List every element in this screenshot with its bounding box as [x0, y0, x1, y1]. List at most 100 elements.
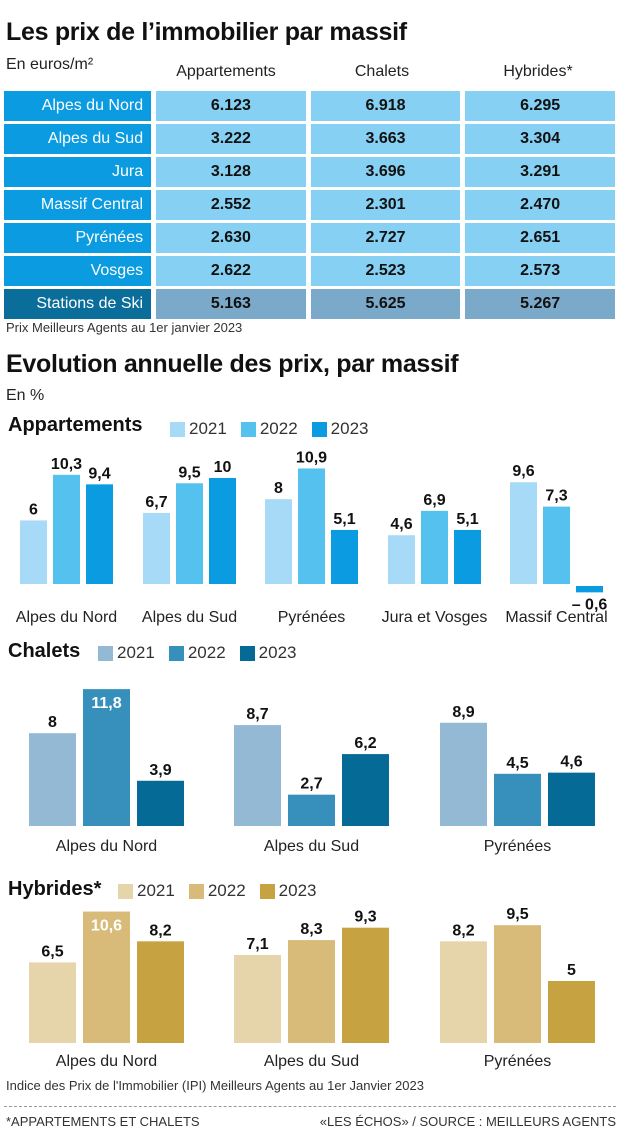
legend-swatch	[239, 645, 255, 661]
data-label: 8	[274, 480, 283, 497]
bar-2023	[342, 754, 389, 826]
legend-swatch	[311, 421, 327, 437]
legend-swatch	[240, 421, 256, 437]
category-label: Alpes du Nord	[56, 1053, 157, 1070]
price-table-note: Prix Meilleurs Agents au 1er janvier 202…	[6, 320, 242, 335]
data-label: 7,3	[545, 488, 567, 505]
table-row: Vosges 2.622 2.523 2.573	[4, 256, 615, 286]
evolution-title: Evolution annuelle des prix, par massif	[6, 350, 459, 378]
category-label: Pyrénées	[278, 609, 346, 626]
price-cell: 6.123	[156, 91, 306, 121]
price-cell: 2.523	[310, 256, 461, 286]
table-row: Alpes du Sud 3.222 3.663 3.304	[4, 124, 615, 154]
column-header-chalets: Chalets	[354, 63, 410, 80]
table-row: Pyrénées 2.630 2.727 2.651	[4, 223, 615, 253]
bar-2021	[234, 725, 281, 826]
data-label: 3,9	[149, 762, 171, 779]
unit-label: En euros/m²	[6, 56, 94, 73]
bar-2022	[83, 689, 130, 826]
row-label: Alpes du Nord	[4, 91, 152, 121]
bar-2022	[288, 794, 335, 826]
page-title: Les prix de l’immobilier par massif	[6, 18, 407, 46]
price-cell: 3.222	[156, 124, 306, 154]
bar-2021	[20, 520, 47, 584]
data-label: 8,2	[149, 922, 171, 939]
data-label: 10,3	[51, 456, 82, 473]
bar-2021	[440, 722, 487, 826]
price-cell: 3.663	[310, 124, 461, 154]
legend-item-2023: 2023	[239, 643, 296, 663]
bar-2021	[29, 962, 76, 1043]
row-label: Massif Central	[4, 190, 152, 220]
legend-item-2021: 2021	[170, 419, 227, 439]
table-row: Jura 3.128 3.696 3.291	[4, 157, 615, 187]
data-label: 6	[29, 501, 38, 518]
legend-item-2022: 2022	[188, 881, 246, 901]
data-label: 6,5	[41, 943, 63, 960]
bar-2023	[137, 941, 184, 1043]
bar-2023	[548, 981, 595, 1043]
price-cell: 2.573	[465, 256, 615, 286]
bar-2023	[454, 529, 481, 584]
legend-appartements: 2021 2022 2023	[170, 419, 382, 439]
legend-label: 2021	[117, 643, 155, 662]
legend-item-2021: 2021	[98, 643, 155, 663]
bar-2022	[543, 506, 570, 584]
column-header-appartements: Appartements	[176, 63, 276, 80]
data-label: 8,3	[300, 921, 322, 938]
price-cell: 3.128	[156, 157, 306, 187]
category-label: Alpes du Nord	[16, 609, 117, 626]
column-header-hybrides: Hybrides*	[503, 63, 573, 80]
price-cell: 3.304	[465, 124, 615, 154]
chart-title-hybrides: Hybrides*	[8, 878, 102, 900]
legend-label: 2022	[187, 643, 226, 662]
data-label: 5,1	[333, 511, 355, 528]
category-label: Alpes du Nord	[56, 838, 157, 855]
bar-2022	[176, 483, 203, 584]
data-label: 4,5	[506, 755, 528, 772]
footer-divider	[4, 1106, 616, 1107]
table-row: Stations de Ski 5.163 5.625 5.267	[4, 289, 615, 319]
data-label: 5,1	[456, 511, 478, 528]
legend-item-2023: 2023	[259, 881, 316, 901]
data-label: 11,8	[91, 695, 121, 712]
legend-label: 2021	[189, 419, 227, 438]
price-cell: 2.470	[465, 190, 615, 220]
data-label: 10,9	[296, 449, 327, 466]
bar-2023	[548, 772, 595, 826]
price-cell: 2.727	[310, 223, 461, 253]
data-label: 6,9	[423, 492, 445, 509]
row-label: Jura	[4, 157, 152, 187]
bar-2021	[29, 733, 76, 826]
price-cell: 2.301	[310, 190, 461, 220]
row-label: Stations de Ski	[4, 289, 152, 319]
category-label: Alpes du Sud	[264, 1053, 359, 1070]
legend-swatch	[188, 883, 204, 899]
category-label: Pyrénées	[484, 1053, 552, 1070]
data-label: 10,6	[91, 918, 122, 935]
legend-label: 2022	[259, 419, 298, 438]
category-label: Alpes du Sud	[142, 609, 237, 626]
bar-2022	[421, 510, 448, 584]
legend-label: 2022	[207, 881, 246, 900]
bar-2023	[86, 484, 113, 584]
legend-item-2023: 2023	[311, 419, 368, 439]
bar-2023	[576, 586, 603, 593]
bar-2022	[494, 925, 541, 1043]
price-cell: 2.630	[156, 223, 306, 253]
price-cell: 2.552	[156, 190, 306, 220]
bar-2022	[53, 474, 80, 584]
evolution-unit: En %	[6, 387, 45, 404]
bar-2021	[143, 512, 170, 584]
price-cell: 6.918	[310, 91, 461, 121]
data-label: 9,3	[354, 909, 376, 926]
data-label: 4,6	[560, 754, 582, 771]
data-label: 8	[48, 714, 57, 731]
note-text: Prix Meilleurs Agents au 1er janvier 202…	[6, 320, 243, 335]
legend-swatch	[168, 645, 184, 661]
legend-item-2022: 2022	[240, 419, 298, 439]
bar-2022	[494, 773, 541, 826]
data-label: 4,6	[390, 516, 412, 533]
table-row: Alpes du Nord 6.123 6.918 6.295	[4, 91, 615, 121]
bar-2021	[234, 954, 281, 1043]
